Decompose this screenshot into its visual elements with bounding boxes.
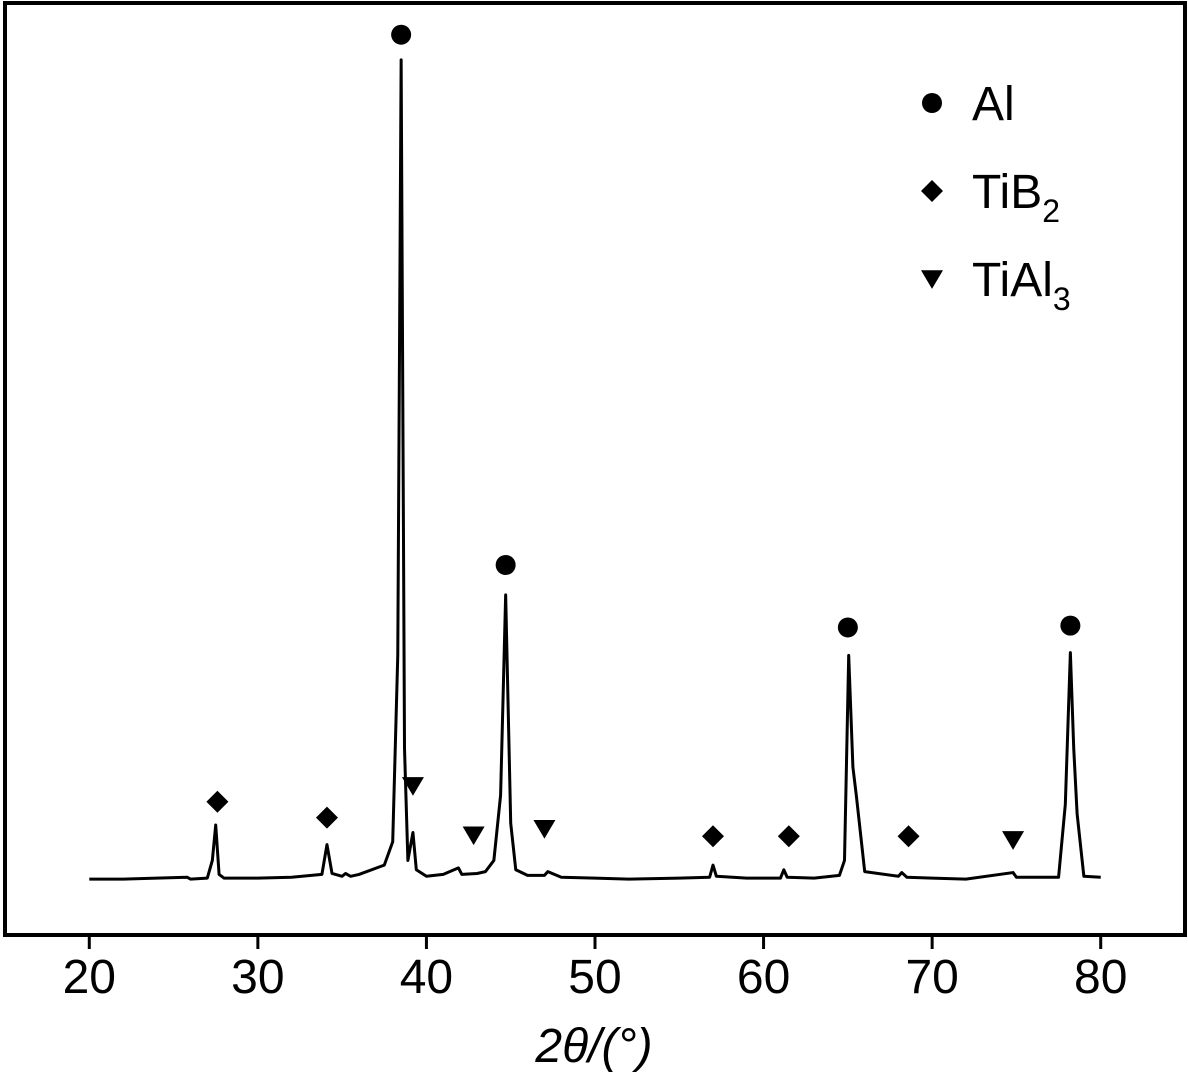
legend-subscript: 2 (1042, 193, 1060, 229)
peak-marker (837, 617, 858, 638)
peak-marker (702, 825, 724, 848)
peak-marker (206, 790, 229, 813)
peak-marker (391, 24, 412, 45)
x-tick-label: 70 (905, 951, 958, 1004)
x-tick-label: 60 (737, 951, 790, 1004)
x-tick-label: 80 (1074, 951, 1127, 1004)
legend-item: Al (922, 78, 1015, 131)
legend-name: TiAl (972, 254, 1053, 307)
legend-marker (921, 270, 943, 289)
legend-label: TiB2 (972, 166, 1060, 229)
plot-frame (3, 1, 1187, 937)
legend-item: TiAl3 (921, 254, 1071, 317)
peak-marker (533, 819, 556, 839)
peak-marker (315, 806, 338, 829)
legend-marker (921, 180, 943, 202)
peak-marker (1002, 831, 1025, 850)
peak-marker (777, 825, 800, 848)
legend-item: TiB2 (921, 166, 1060, 229)
legend-name: Al (972, 78, 1015, 131)
x-tick-label: 30 (231, 951, 284, 1004)
peak-marker (462, 826, 485, 846)
legend-name: TiB (972, 166, 1042, 219)
peak-marker (401, 777, 424, 796)
x-axis-label: 2θ/(°) (534, 1020, 652, 1073)
legend-label: Al (972, 78, 1015, 131)
legend-subscript: 3 (1053, 281, 1071, 317)
legend-label: TiAl3 (972, 254, 1071, 317)
peak-marker (897, 825, 920, 848)
legend-marker (922, 93, 942, 113)
x-tick-label: 20 (63, 951, 116, 1004)
peak-marker (495, 554, 516, 575)
xrd-line (89, 58, 1101, 881)
peak-marker (1060, 615, 1081, 636)
x-tick-label: 40 (400, 951, 453, 1004)
x-tick-label: 50 (568, 951, 621, 1004)
